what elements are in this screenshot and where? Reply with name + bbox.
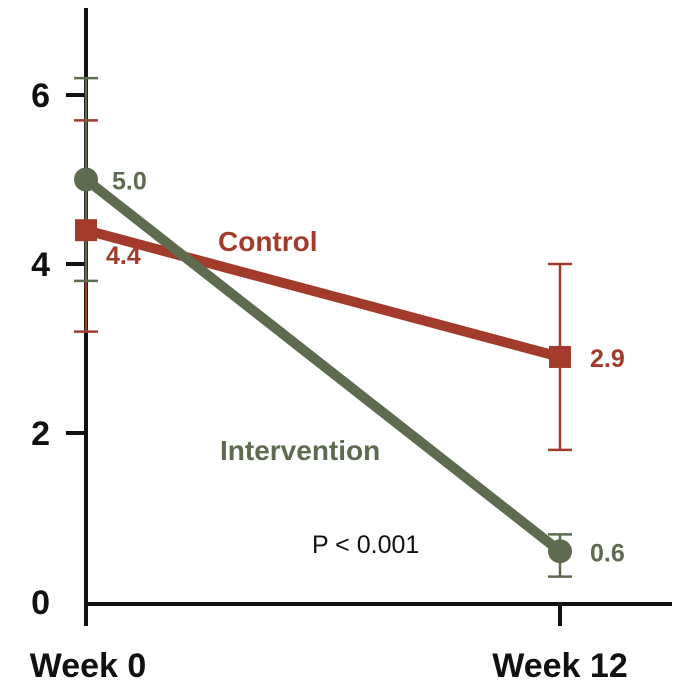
series-label-intervention: Intervention	[220, 435, 380, 466]
y-tick-label-0: 0	[31, 584, 50, 622]
series-line-control	[81, 225, 565, 362]
y-tick-label-2: 2	[31, 415, 50, 453]
labels-layer: Control Intervention P < 0.001 4.4 2.9 5.0…	[106, 168, 625, 568]
marker-intervention-0	[74, 167, 98, 192]
value-label-intervention-1: 0.6	[590, 539, 625, 567]
x-tick-label-0: Week 0	[30, 647, 147, 685]
value-label-intervention-0: 5.0	[112, 168, 147, 196]
marker-intervention-1	[548, 539, 572, 564]
series-line-intervention	[81, 174, 565, 557]
marker-control-0	[75, 219, 97, 242]
series-label-control: Control	[218, 226, 318, 257]
value-label-control-1: 2.9	[590, 345, 625, 373]
y-tick-label-6: 6	[31, 77, 50, 115]
y-tick-label-4: 4	[31, 246, 50, 284]
series-layer	[74, 76, 572, 578]
axis-ticks: 0 2 4 6 Week 0 Week 12	[30, 77, 628, 685]
marker-control-1	[549, 345, 571, 368]
x-tick-label-1: Week 12	[492, 647, 627, 685]
value-label-control-0: 4.4	[106, 242, 141, 270]
p-value-annotation: P < 0.001	[312, 531, 419, 559]
